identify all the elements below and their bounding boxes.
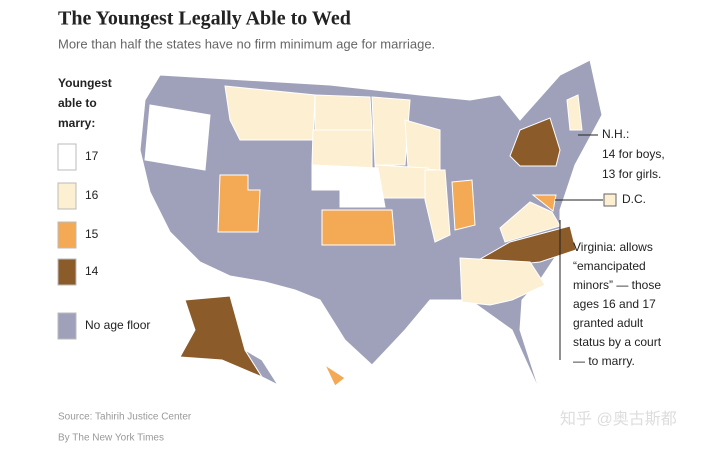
nh-note: 13 for girls.: [602, 167, 661, 181]
virginia-line: — to marry.: [573, 354, 635, 368]
oregon: [144, 104, 211, 171]
map: [139, 59, 603, 393]
virginia-line: “emancipated: [573, 259, 646, 273]
legend-label: 15: [85, 227, 99, 241]
byline: By The New York Times: [58, 433, 164, 444]
legend-swatch: [57, 143, 77, 171]
virginia-line: status by a court: [573, 335, 662, 349]
montana: [224, 85, 316, 141]
subtitle: More than half the states have no firm m…: [58, 36, 435, 51]
legend-title: Youngest: [58, 76, 112, 90]
south-dakota: [311, 129, 373, 169]
hawaii: [323, 363, 346, 387]
legend-label: No age floor: [85, 318, 150, 332]
new-hampshire: [566, 94, 583, 131]
north-dakota: [314, 94, 373, 131]
kansas: [321, 209, 396, 246]
nh-note: N.H.:: [602, 127, 629, 141]
utah: [217, 174, 261, 233]
dc-swatch: [603, 193, 617, 207]
indiana: [451, 179, 476, 231]
alaska: [179, 295, 264, 379]
virginia-line: Virginia: allows: [573, 240, 653, 254]
legend: Youngest able to marry: 17 16 15 14 No age floo…: [57, 76, 150, 340]
legend-label: 17: [85, 149, 99, 163]
source: Source: Tahirih Justice Center: [58, 412, 192, 423]
virginia-line: minors” — those: [573, 278, 661, 292]
legend-title: able to: [58, 96, 97, 110]
legend-swatch: [57, 182, 77, 210]
maryland: [531, 194, 557, 212]
alaska-tail: [244, 349, 280, 387]
virginia: [499, 201, 561, 243]
southeast: [459, 257, 546, 306]
dc-note: D.C.: [622, 192, 646, 206]
nh-note: 14 for boys,: [602, 147, 665, 161]
legend-label: 14: [85, 264, 99, 278]
new-york: [509, 117, 561, 167]
legend-swatch: [57, 221, 77, 249]
illinois: [424, 169, 451, 243]
nebraska: [311, 164, 386, 208]
legend-title: marry:: [58, 116, 95, 130]
legend-swatch: [57, 258, 77, 286]
minnesota: [371, 96, 411, 166]
legend-label: 16: [85, 188, 99, 202]
virginia-note: Virginia: allows “emancipated minors” — th…: [573, 240, 662, 368]
watermark: 知乎 @奥古斯都: [560, 410, 677, 428]
legend-swatch: [57, 312, 77, 340]
title: The Youngest Legally Able to Wed: [58, 8, 351, 30]
virginia-line: ages 16 and 17: [573, 297, 656, 311]
virginia-line: granted adult: [573, 316, 644, 330]
